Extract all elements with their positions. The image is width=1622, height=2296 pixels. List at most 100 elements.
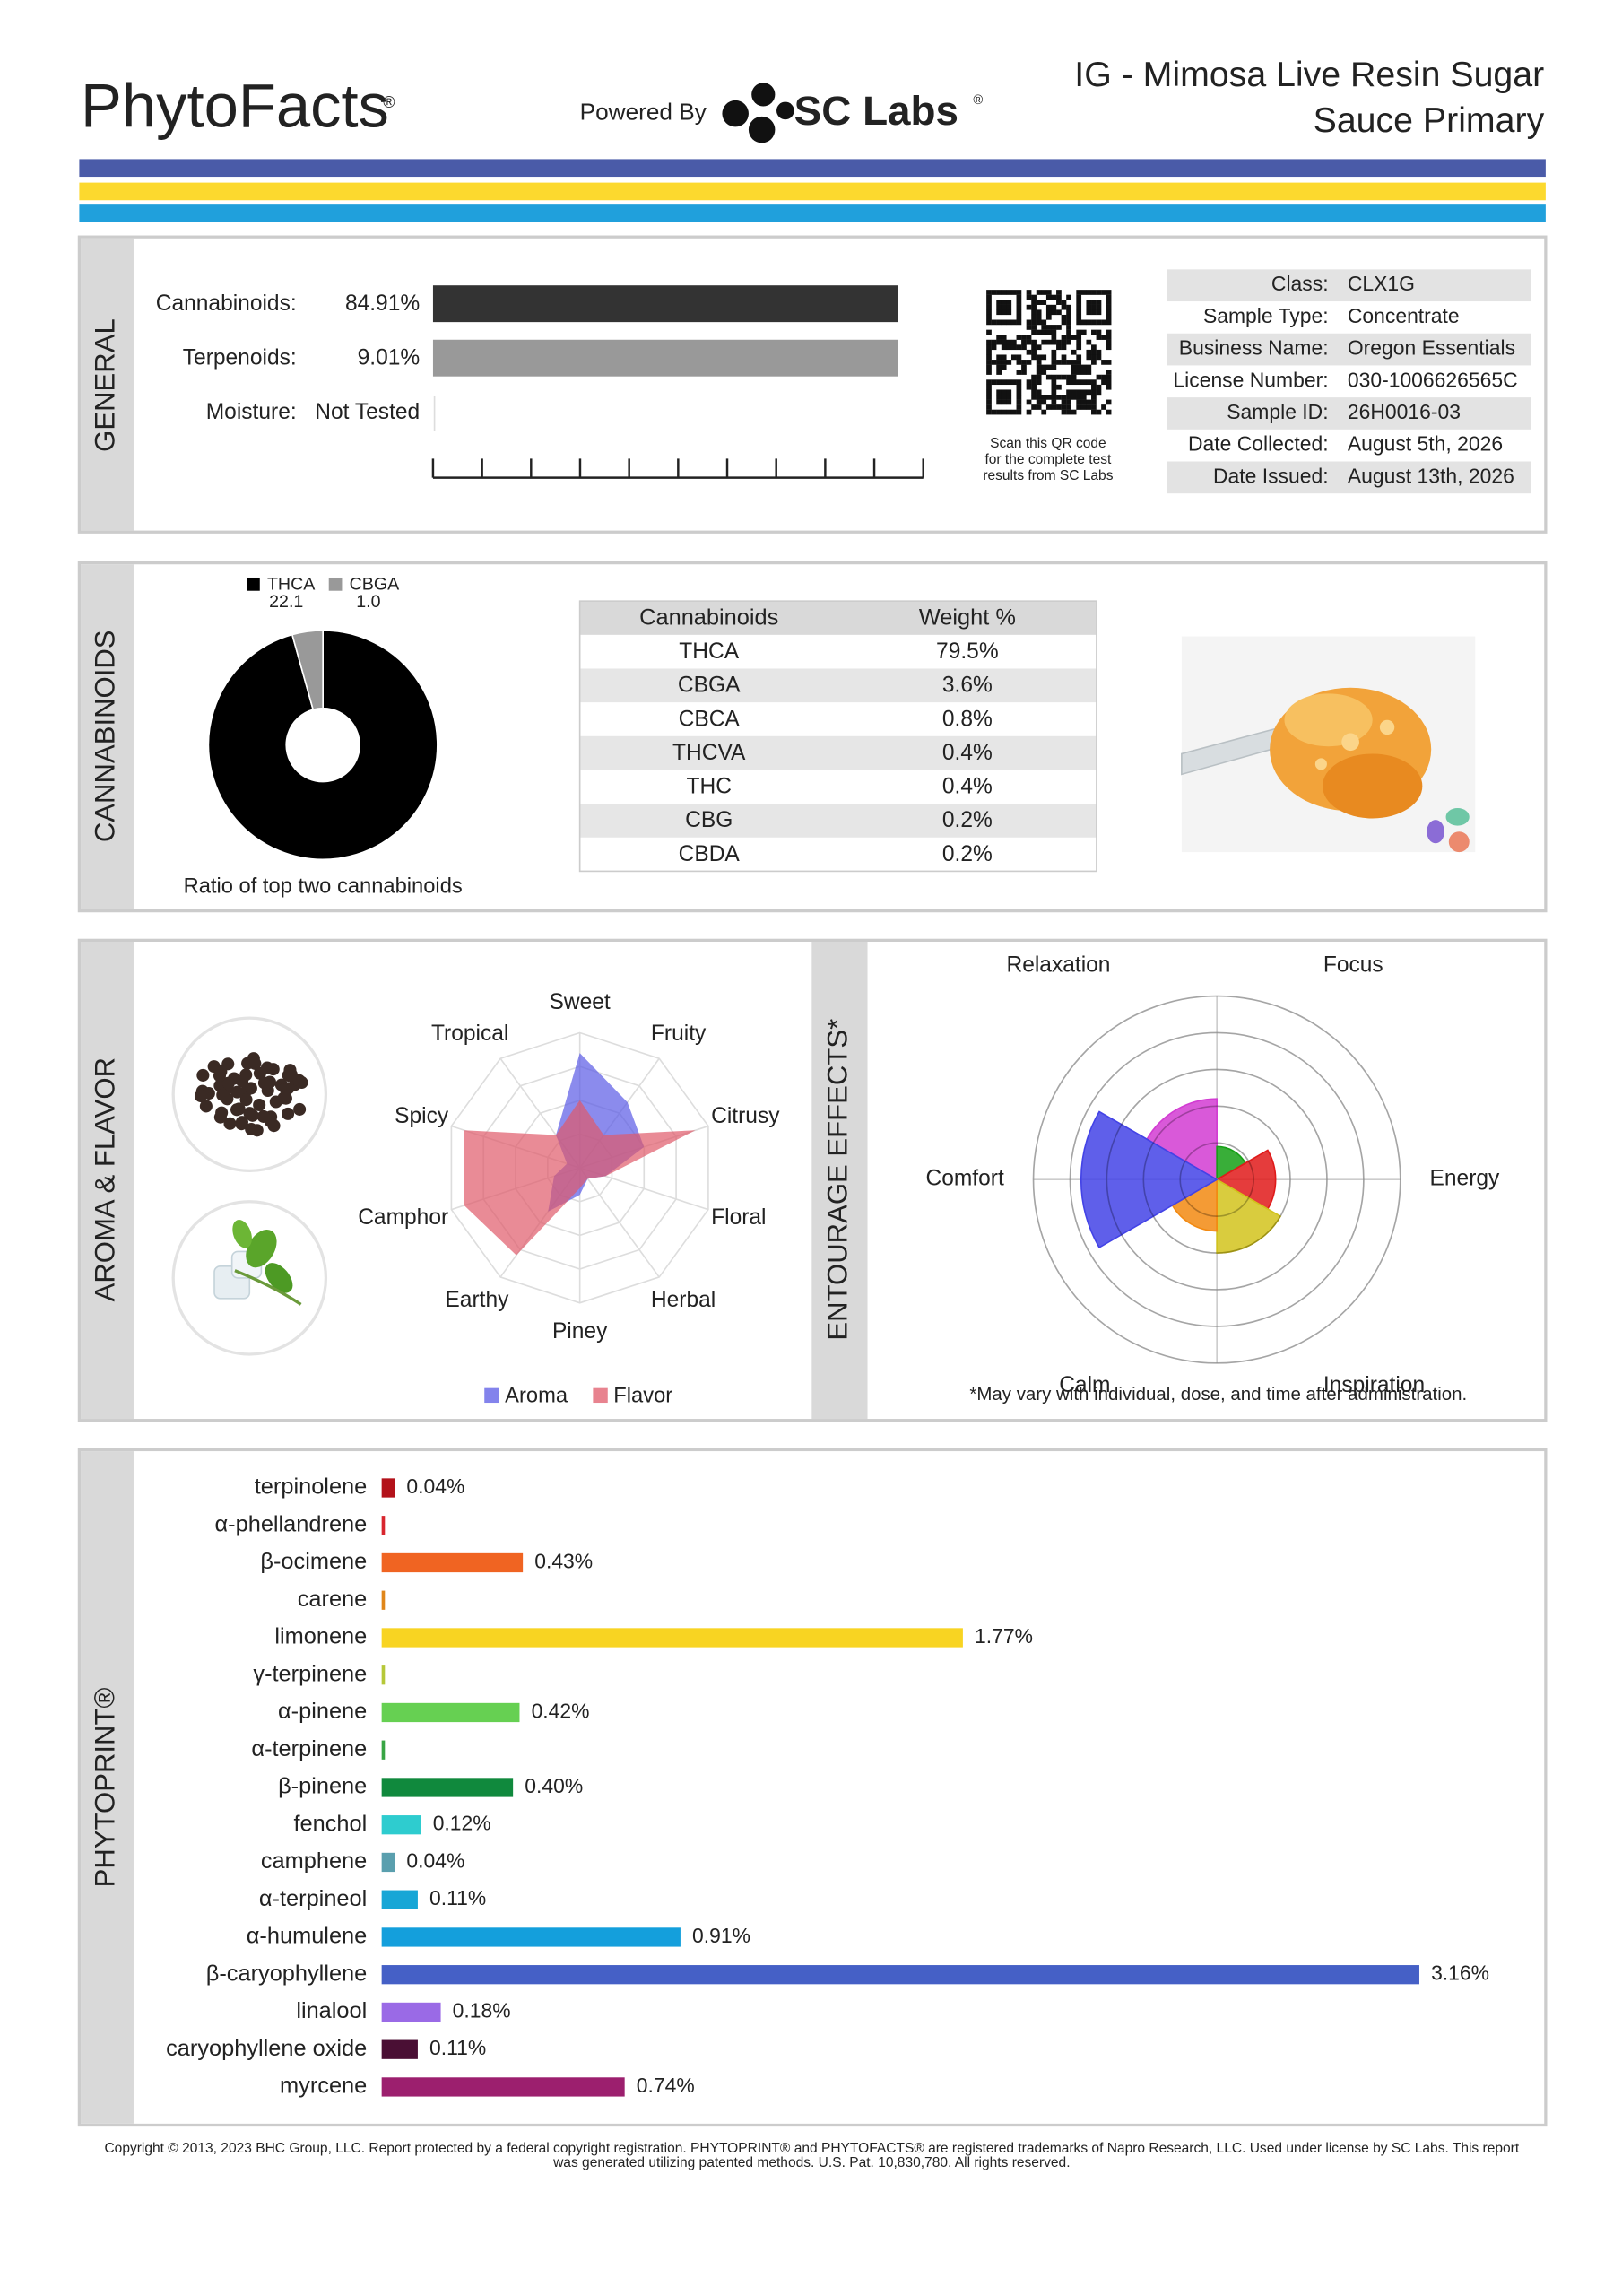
qr-module — [1096, 304, 1102, 310]
qr-module — [1006, 304, 1012, 310]
qr-module — [991, 290, 997, 295]
terpene-label: α-pinene — [278, 1699, 367, 1724]
qr-note: results from SC Labs — [983, 468, 1113, 483]
table-cell: 0.2% — [942, 842, 993, 866]
pepper-corn — [282, 1082, 295, 1095]
qr-module — [1076, 395, 1082, 400]
qr-module — [996, 319, 1002, 326]
pepper-corn — [196, 1068, 210, 1082]
qr-module — [1071, 364, 1077, 370]
qr-module — [1010, 379, 1017, 386]
legend-swatch — [328, 577, 343, 591]
terpene-value: 3.16% — [1431, 1961, 1489, 1985]
qr-module — [1026, 339, 1032, 345]
qr-module — [1021, 370, 1027, 375]
info-label: Sample Type: — [1203, 304, 1329, 327]
section-sidebars — [81, 238, 868, 2124]
qr-module — [1106, 360, 1112, 365]
qr-module — [1091, 290, 1097, 295]
polar-label: Comfort — [925, 1167, 1003, 1191]
qr-module — [1051, 389, 1057, 396]
qr-module — [1036, 374, 1042, 380]
qr-module — [1061, 409, 1067, 415]
terpene-label: α-phellandrene — [215, 1511, 368, 1536]
qr-module — [1096, 409, 1102, 415]
qr-module — [1026, 325, 1032, 330]
qr-module — [1026, 399, 1032, 405]
qr-module — [1045, 314, 1052, 320]
qr-module — [996, 335, 1002, 340]
section-label: PHYTOPRINT® — [90, 1688, 121, 1888]
qr-module — [1080, 404, 1087, 410]
pepper-corn — [207, 1060, 221, 1074]
table-cell: THCVA — [672, 741, 746, 765]
qr-module — [996, 339, 1002, 345]
pepper-corn — [260, 1061, 274, 1074]
terpene-bar — [381, 1740, 386, 1760]
table-cell: 0.4% — [942, 775, 993, 799]
qr-module — [1031, 325, 1037, 330]
qr-module — [1016, 404, 1022, 410]
info-label: License Number: — [1173, 368, 1328, 391]
table-cell: 79.5% — [936, 639, 999, 664]
qr-module — [996, 354, 1002, 361]
terpene-label: α-terpineol — [259, 1886, 367, 1911]
terpene-label: γ-terpinene — [253, 1661, 367, 1686]
qr-module — [1045, 364, 1052, 370]
qr-module — [1051, 354, 1057, 361]
qr-module — [1036, 399, 1042, 405]
terpene-bar — [381, 1702, 520, 1723]
qr-module — [1031, 304, 1037, 310]
sc-labs-logo — [722, 83, 794, 144]
qr-module — [1045, 395, 1052, 400]
qr-module — [1031, 395, 1037, 400]
terpene-bar — [381, 1628, 963, 1648]
qr-module — [1001, 379, 1007, 386]
polar-sector — [1171, 1178, 1218, 1232]
polar-grid-overlay — [1142, 1105, 1291, 1254]
qr-module — [1086, 319, 1092, 326]
qr-module — [1091, 399, 1097, 405]
info-label: Date Issued: — [1213, 464, 1329, 487]
pie-value-label: 22.1 — [269, 592, 303, 612]
pie-slice — [291, 630, 324, 711]
qr-module — [1066, 379, 1071, 386]
qr-module — [1076, 290, 1082, 295]
terpene-bar — [381, 1552, 524, 1573]
radar-spoke — [578, 1167, 660, 1278]
qr-module — [986, 409, 992, 415]
qr-module — [1010, 354, 1017, 361]
qr-module — [1016, 379, 1022, 386]
qr-module — [1066, 409, 1071, 415]
terpene-bar — [381, 2077, 625, 2097]
qr-module — [1036, 354, 1042, 361]
qr-module — [1106, 329, 1112, 335]
table-cell: CBG — [685, 808, 733, 832]
qr-module — [1010, 409, 1017, 415]
qr-module — [1066, 395, 1071, 400]
qr-module — [986, 384, 992, 390]
qr-module — [996, 290, 1002, 295]
qr-module — [1026, 409, 1032, 415]
qr-module — [1106, 409, 1112, 415]
pepper-corn — [236, 1074, 249, 1088]
qr-module — [1036, 314, 1042, 320]
qr-module — [1036, 404, 1042, 410]
qr-module — [1056, 300, 1062, 305]
qr-module — [1106, 374, 1112, 380]
pie-value-label: 1.0 — [356, 592, 380, 612]
qr-module — [991, 339, 997, 345]
qr-module — [1016, 344, 1022, 351]
qr-module — [996, 300, 1002, 305]
qr-module — [1096, 384, 1102, 390]
qr-module — [1016, 370, 1022, 375]
terpene-label: fenchol — [293, 1811, 367, 1836]
qr-module — [1066, 325, 1071, 330]
pepper-corn — [235, 1118, 248, 1131]
qr-module — [1061, 339, 1067, 345]
info-label: Sample ID: — [1227, 400, 1328, 423]
qr-module — [1096, 290, 1102, 295]
qr-module — [1101, 379, 1106, 386]
qr-module — [1106, 300, 1112, 305]
qr-module — [1051, 335, 1057, 340]
